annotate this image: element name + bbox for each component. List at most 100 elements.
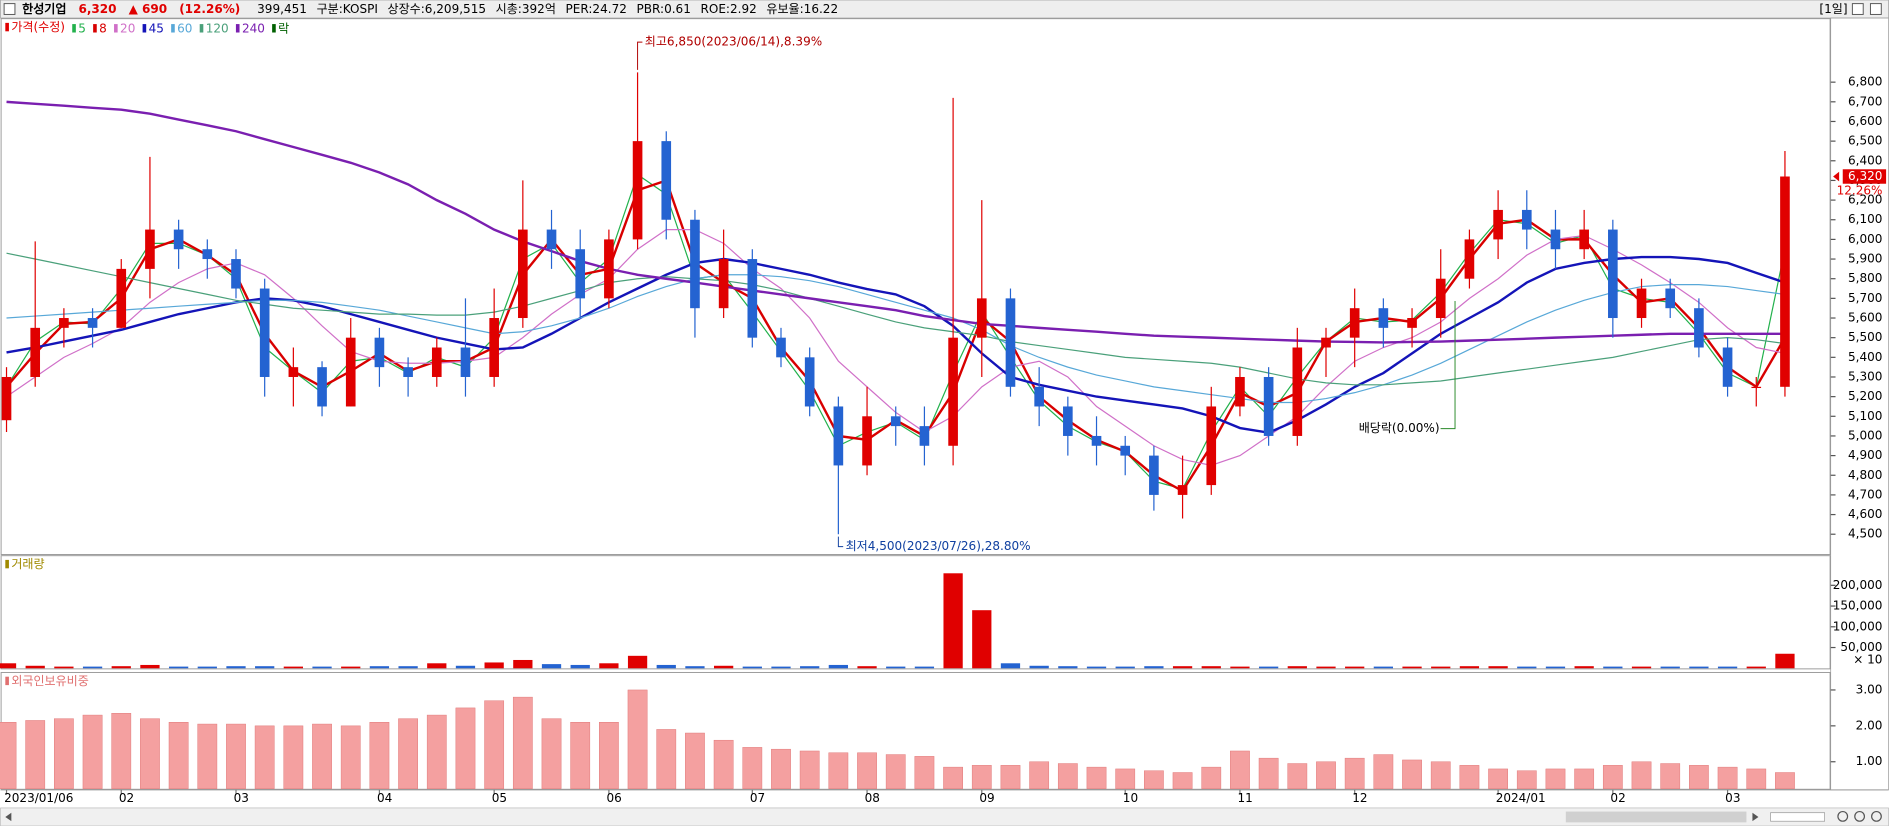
candle-body [30, 327, 41, 377]
bar [226, 723, 246, 789]
y-tick-label: 6,100 [1848, 212, 1882, 226]
y-tick-label: 2.00 [1856, 718, 1883, 732]
zoom-slider[interactable] [1770, 812, 1825, 822]
bar [140, 664, 160, 669]
bar [943, 573, 963, 669]
bar [369, 722, 390, 789]
bar [1746, 768, 1767, 789]
header-info: PBR:0.61 [637, 2, 691, 16]
scroll-left[interactable] [5, 812, 12, 822]
header-info: ROE:2.92 [700, 2, 756, 16]
panel-title: 가격(수정) [11, 20, 65, 34]
bar [1545, 768, 1566, 789]
annotation-arrow [837, 536, 844, 548]
bar [1287, 666, 1307, 669]
candle-body [661, 141, 672, 220]
candle-body [804, 357, 815, 407]
bar [111, 666, 131, 669]
bar [771, 666, 791, 669]
bar [1459, 666, 1480, 669]
bar [1402, 666, 1422, 669]
bar [943, 766, 963, 789]
header-text: ▲ 690 [129, 2, 168, 16]
axis-unit: × 10 [1853, 652, 1882, 666]
candle-body [259, 288, 270, 377]
bar [1488, 666, 1508, 669]
y-tick-label: 200,000 [1833, 578, 1883, 592]
bar [25, 665, 45, 669]
candle-body [976, 298, 987, 338]
bar [426, 714, 447, 789]
bar [512, 696, 533, 789]
bar [1373, 754, 1394, 789]
candle-body [374, 337, 385, 368]
zoom-out[interactable] [1837, 810, 1849, 822]
annotation-low: 최저4,500(2023/07/26),28.80% [846, 539, 1031, 553]
bar [1344, 757, 1365, 789]
candle-body [1493, 209, 1503, 240]
bar [1000, 765, 1021, 789]
candle-body [173, 229, 184, 250]
y-tick-label: 150,000 [1833, 599, 1883, 613]
candle-body [403, 367, 413, 377]
legend-swatch [235, 24, 240, 33]
menu-icon[interactable] [3, 3, 16, 15]
scroll-right[interactable] [1752, 812, 1759, 822]
header-info: 시총:392억 [496, 2, 556, 16]
candle-body [948, 337, 958, 446]
bar [685, 666, 705, 669]
bar [1775, 653, 1795, 669]
bar [1717, 666, 1738, 669]
x-tick-label: 10 [1123, 791, 1138, 805]
candle-body [690, 219, 700, 309]
bar [197, 723, 218, 789]
window-button[interactable] [1851, 3, 1864, 15]
x-tick-label: 08 [865, 791, 880, 805]
legend-label: 5 [78, 21, 86, 35]
legend-label: 8 [99, 21, 107, 35]
legend-label: 120 [206, 21, 229, 35]
y-tick-label: 50,000 [1840, 640, 1882, 654]
bar [656, 729, 677, 789]
zoom-in[interactable] [1854, 810, 1866, 822]
legend-label: 20 [120, 21, 135, 35]
legend-swatch [142, 24, 147, 33]
legend-label: 45 [149, 21, 164, 35]
bar [1459, 765, 1480, 789]
bar [1316, 666, 1336, 669]
bar [713, 665, 734, 669]
panel-title-icon [5, 559, 9, 569]
bar [1115, 768, 1136, 789]
candle-body [231, 259, 241, 289]
bar [455, 707, 476, 789]
scroll-thumb[interactable] [1565, 811, 1747, 823]
close-button[interactable] [1869, 3, 1882, 15]
header-info: PER:24.72 [566, 2, 627, 16]
bar [1115, 666, 1135, 669]
bar [1746, 666, 1766, 669]
bar [283, 666, 303, 669]
panel-title-icon [5, 676, 9, 686]
candle-body [1464, 239, 1475, 279]
y-tick-label: 5,700 [1848, 291, 1882, 305]
period-label: [1일] [1819, 2, 1847, 16]
x-tick-label: 04 [377, 791, 392, 805]
bar [168, 722, 189, 789]
bar [1660, 666, 1680, 669]
legend-swatch [114, 24, 118, 33]
candle-body [1235, 376, 1245, 407]
bar [254, 725, 275, 789]
candle-body [1378, 308, 1389, 328]
bar [226, 666, 246, 669]
zoom-reset[interactable] [1871, 810, 1882, 822]
candle-body [919, 426, 930, 446]
price-panel [0, 18, 1831, 555]
bar [857, 666, 877, 669]
bar [1086, 766, 1107, 789]
bar [599, 722, 619, 789]
y-tick-label: 1.00 [1856, 754, 1883, 768]
moving-average-line [6, 255, 1786, 434]
candle-body [890, 416, 901, 427]
bar [1402, 759, 1422, 789]
